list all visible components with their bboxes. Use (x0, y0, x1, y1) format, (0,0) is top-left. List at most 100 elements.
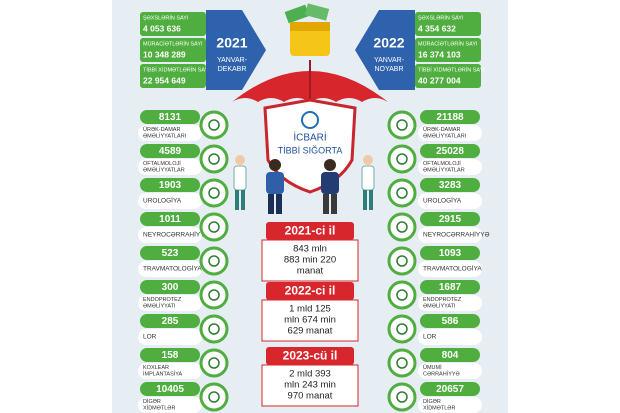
stat-label: MÜRACİƏTLƏRİN SAYI (143, 40, 203, 47)
service-count-pill (140, 348, 200, 362)
service-icon (199, 178, 229, 208)
service-icon-glyph (396, 119, 408, 131)
service-label: OFTALMOLOJİ (143, 160, 181, 167)
service-count: 8131 (159, 112, 182, 123)
service-count-pill (140, 110, 200, 124)
budget-amount: 970 manat (288, 391, 333, 402)
service-icon (387, 348, 417, 378)
logo-text: İCBARİ (293, 131, 326, 144)
service-icon (199, 382, 229, 412)
service-icon-glyph (208, 255, 220, 267)
stat-value: 10 348 289 (143, 49, 186, 59)
service-count: 20657 (436, 384, 464, 395)
service-count: 1011 (159, 214, 181, 225)
stat-value: 4 354 632 (418, 23, 456, 33)
service-label-pill (138, 329, 202, 345)
service-icon (387, 246, 417, 276)
period-arrow (206, 10, 266, 90)
budget-amount: mln 243 min (284, 380, 336, 391)
service-label-pill (138, 227, 202, 243)
budget-header (266, 347, 354, 365)
service-count: 1687 (439, 282, 462, 293)
period-range: NOYABR (374, 66, 403, 73)
stat-box (415, 38, 481, 62)
service-icon (387, 314, 417, 344)
service-label-pill (138, 125, 202, 141)
service-count: 586 (442, 316, 459, 327)
service-label-pill (138, 295, 202, 311)
period-range: DEKABR (218, 66, 247, 73)
service-icon (199, 348, 229, 378)
stat-value: 40 277 004 (418, 75, 461, 85)
service-label-pill (418, 159, 482, 175)
budget-box (261, 364, 359, 407)
service-label: CƏRRAHİYYƏ (423, 371, 460, 378)
service-icon (199, 144, 229, 174)
budget-header (266, 222, 354, 240)
budget-box (261, 299, 359, 342)
service-count: 1903 (159, 180, 182, 191)
service-label: KOXLEAR (143, 365, 169, 371)
stat-box (415, 12, 481, 36)
service-label-pill (138, 193, 202, 209)
service-icon (199, 246, 229, 276)
service-label: ƏMƏLİYYATI (423, 303, 456, 310)
service-label-pill (418, 227, 482, 243)
service-label: ENDOPROTEZ (143, 297, 182, 303)
service-label-pill (418, 193, 482, 209)
service-label: LOR (143, 334, 157, 341)
people (233, 155, 375, 214)
service-count: 3283 (439, 180, 462, 191)
service-icon-glyph (208, 323, 220, 335)
service-label: ÜRƏK-DAMAR (423, 126, 460, 133)
service-count: 10405 (156, 384, 184, 395)
wallet-flap (290, 22, 330, 31)
service-label: ƏMƏLİYYATLAR (423, 167, 465, 174)
stat-box (140, 38, 206, 62)
budget-amount: mln 674 min (284, 315, 336, 326)
service-count: 25028 (436, 146, 464, 157)
stat-value: 16 374 103 (418, 49, 461, 59)
service-label: ƏMƏLİYYATLARI (143, 133, 187, 140)
service-icon (387, 144, 417, 174)
service-label: UROLOGİYA (143, 196, 182, 205)
service-count-pill (140, 144, 200, 158)
service-count: 285 (162, 316, 179, 327)
service-label-pill (418, 295, 482, 311)
service-count: 523 (162, 248, 179, 259)
service-icon-glyph (396, 357, 408, 369)
service-icon (199, 212, 229, 242)
service-icon (199, 314, 229, 344)
service-icon-glyph (208, 153, 220, 165)
period-range: YANVAR- (374, 57, 405, 64)
service-icon (199, 280, 229, 310)
service-icon (387, 110, 417, 140)
service-label: DİGƏR (143, 398, 161, 405)
service-label: XİDMƏTLƏR (143, 405, 175, 412)
service-count-pill (140, 314, 200, 328)
service-label: ENDOPROTEZ (423, 297, 462, 303)
service-count: 2915 (439, 214, 462, 225)
service-label: NEYROCƏRRAHİYYƏ (143, 230, 210, 239)
period-year: 2021 (216, 35, 247, 51)
service-count-pill (420, 178, 480, 192)
period-year: 2022 (373, 35, 404, 51)
service-count-pill (420, 144, 480, 158)
service-label-pill (138, 261, 202, 277)
service-count-pill (420, 110, 480, 124)
service-label-pill (418, 329, 482, 345)
service-count-pill (140, 382, 200, 396)
service-label: DİGƏR (423, 398, 441, 405)
service-count: 4589 (159, 146, 182, 157)
stat-value: 4 053 636 (143, 23, 181, 33)
service-icon (387, 280, 417, 310)
service-count-pill (420, 212, 480, 226)
service-label-pill (418, 397, 482, 413)
period-arrow (355, 10, 415, 90)
service-label: TRAVMATOLOGİYA (423, 264, 482, 273)
service-label: ƏMƏLİYYATI (143, 303, 176, 310)
service-label-pill (138, 159, 202, 175)
budget-amount: 1 mld 125 (289, 304, 331, 315)
budget-header (266, 282, 354, 300)
